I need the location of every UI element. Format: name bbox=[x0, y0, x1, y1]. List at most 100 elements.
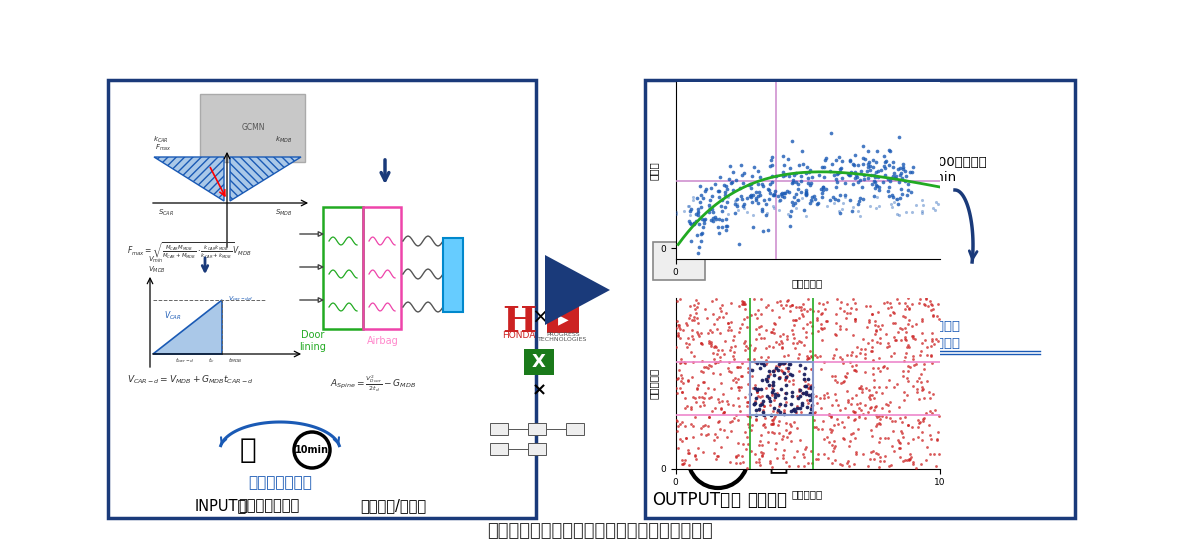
Point bbox=[856, 414, 875, 422]
Point bbox=[752, 441, 772, 449]
Point bbox=[846, 150, 865, 159]
Point bbox=[763, 381, 782, 389]
Point bbox=[750, 460, 769, 469]
Point bbox=[896, 172, 916, 180]
Point bbox=[766, 389, 785, 398]
Point bbox=[672, 357, 691, 366]
Point bbox=[844, 415, 863, 424]
Point bbox=[822, 160, 841, 168]
Point bbox=[896, 349, 916, 358]
Point bbox=[749, 179, 768, 188]
Point bbox=[773, 360, 792, 368]
Point bbox=[802, 380, 821, 389]
Point bbox=[678, 377, 697, 386]
Point bbox=[811, 365, 830, 373]
Point bbox=[899, 320, 918, 328]
Point bbox=[694, 447, 713, 456]
Point bbox=[703, 213, 722, 222]
Point bbox=[803, 196, 822, 205]
Point bbox=[746, 314, 766, 323]
Point bbox=[731, 407, 750, 416]
Point bbox=[738, 355, 757, 364]
Point bbox=[827, 178, 846, 187]
Point bbox=[902, 321, 922, 330]
Point bbox=[880, 183, 899, 192]
Point bbox=[887, 210, 906, 219]
Point bbox=[682, 403, 701, 411]
Text: 10min: 10min bbox=[295, 445, 329, 455]
Point bbox=[788, 353, 808, 362]
Text: 👥: 👥 bbox=[240, 436, 257, 464]
Point bbox=[700, 203, 719, 212]
Point bbox=[846, 434, 865, 443]
Point bbox=[755, 420, 774, 428]
Polygon shape bbox=[154, 300, 222, 354]
Point bbox=[785, 333, 804, 342]
Point bbox=[889, 133, 908, 142]
Point bbox=[883, 307, 902, 316]
Point bbox=[671, 377, 690, 386]
Point bbox=[668, 321, 688, 329]
Point bbox=[785, 453, 804, 461]
Point bbox=[732, 372, 751, 381]
Point bbox=[698, 383, 718, 392]
Bar bbox=[528, 443, 546, 455]
Point bbox=[874, 362, 893, 371]
Point bbox=[802, 383, 821, 392]
Point bbox=[911, 347, 930, 356]
Point bbox=[868, 181, 887, 190]
Point bbox=[688, 319, 707, 328]
Point bbox=[841, 309, 860, 317]
Point bbox=[742, 420, 761, 429]
Point bbox=[712, 397, 731, 405]
Point bbox=[755, 411, 774, 420]
Point bbox=[700, 196, 719, 205]
Point bbox=[893, 456, 912, 465]
Point bbox=[781, 437, 800, 446]
Point bbox=[881, 351, 900, 360]
Point bbox=[740, 426, 760, 434]
Point bbox=[719, 326, 738, 334]
Point bbox=[926, 335, 946, 344]
Point bbox=[851, 212, 870, 221]
Point bbox=[809, 449, 828, 458]
Point bbox=[851, 399, 870, 408]
Point bbox=[820, 410, 839, 419]
Point bbox=[676, 404, 695, 412]
Point bbox=[688, 327, 707, 336]
Point bbox=[766, 186, 785, 195]
Point bbox=[787, 392, 806, 401]
Point bbox=[899, 294, 918, 302]
Point bbox=[900, 304, 919, 313]
Point bbox=[718, 432, 737, 441]
Point bbox=[689, 330, 708, 339]
Point bbox=[791, 188, 810, 197]
Point bbox=[728, 206, 748, 214]
Point bbox=[698, 421, 718, 430]
Point bbox=[806, 392, 826, 400]
Point bbox=[898, 367, 917, 376]
Point bbox=[920, 300, 940, 309]
Point bbox=[766, 338, 785, 346]
Point bbox=[787, 339, 806, 348]
Point bbox=[799, 354, 818, 362]
Point bbox=[696, 431, 715, 439]
Point bbox=[752, 376, 772, 385]
Point bbox=[902, 331, 922, 340]
Point bbox=[835, 404, 854, 412]
Point bbox=[832, 163, 851, 172]
Point bbox=[719, 318, 738, 327]
Point bbox=[826, 389, 845, 398]
Point bbox=[763, 201, 782, 210]
Point bbox=[824, 421, 844, 430]
Point bbox=[780, 172, 799, 180]
Point bbox=[700, 394, 719, 403]
Text: で考える: で考える bbox=[746, 491, 787, 509]
Point bbox=[833, 359, 852, 367]
Point bbox=[797, 387, 816, 396]
Text: OUTPUTを: OUTPUTを bbox=[652, 491, 730, 509]
Point bbox=[920, 450, 940, 459]
Point bbox=[749, 441, 768, 449]
Point bbox=[845, 160, 864, 169]
Polygon shape bbox=[154, 157, 224, 201]
